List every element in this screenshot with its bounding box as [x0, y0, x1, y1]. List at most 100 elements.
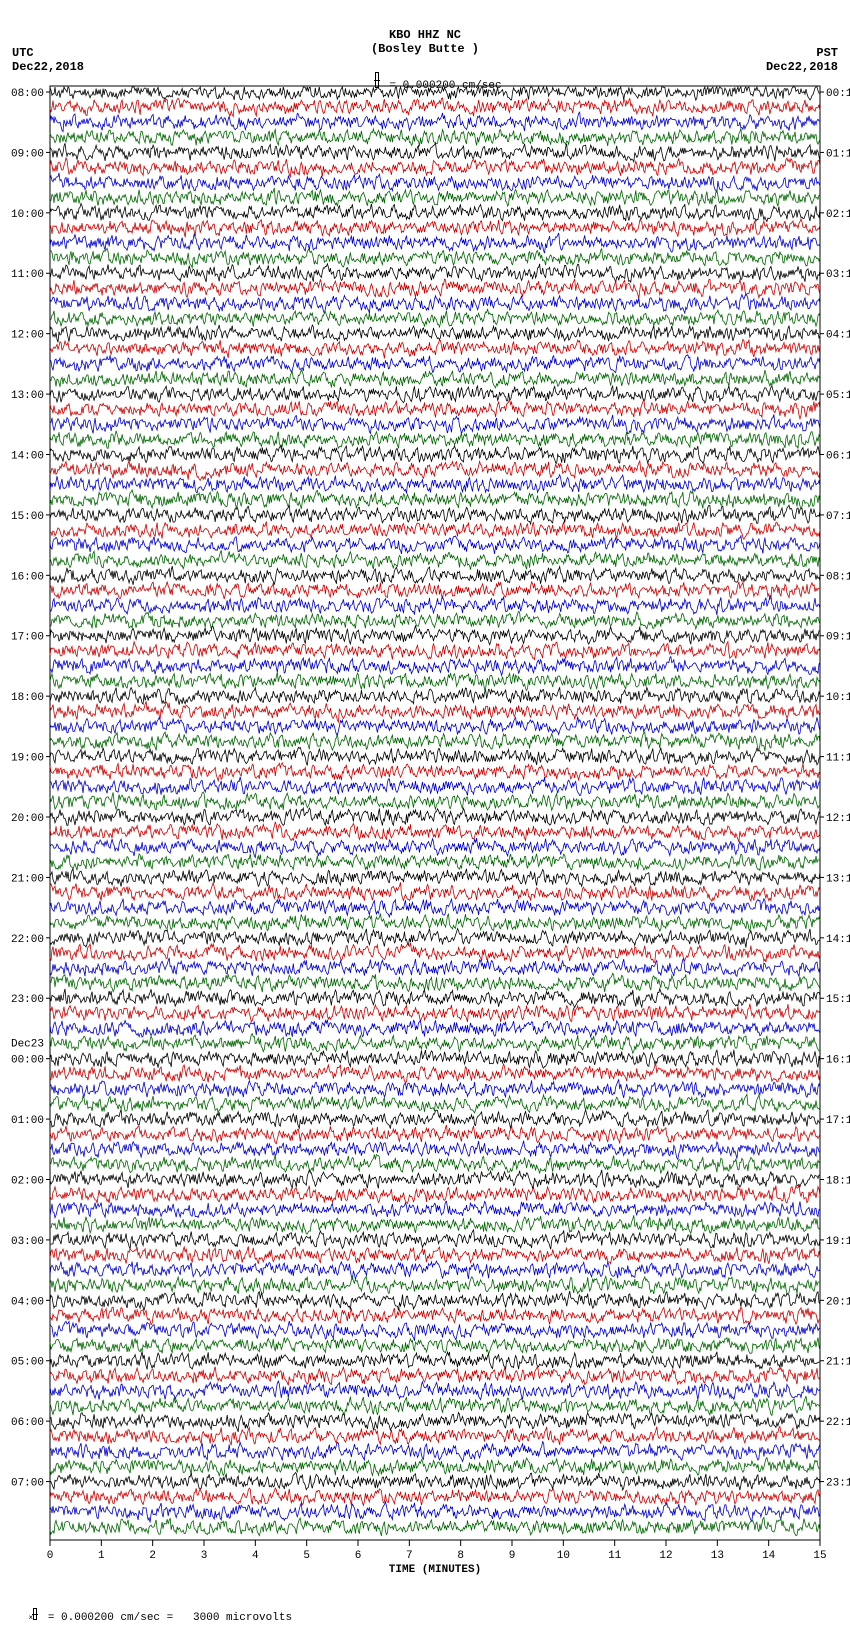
- right-time-label: 06:15: [826, 450, 850, 462]
- trace-line: [50, 1141, 820, 1160]
- trace-line: [50, 1473, 820, 1491]
- scale-bar-icon: [33, 1608, 37, 1620]
- right-time-label: 21:15: [826, 1357, 850, 1369]
- trace-line: [50, 264, 820, 282]
- x-tick-label: 3: [201, 1550, 208, 1562]
- right-time-label: 08:15: [826, 571, 850, 583]
- trace-line: [50, 1366, 820, 1386]
- right-time-label: 15:15: [826, 994, 850, 1006]
- trace-line: [50, 822, 820, 842]
- trace-line: [50, 1185, 820, 1203]
- right-time-label: 12:15: [826, 813, 850, 825]
- trace-line: [50, 143, 820, 162]
- trace-line: [50, 595, 820, 615]
- trace-line: [50, 1337, 820, 1354]
- left-time-label: 12:00: [11, 330, 44, 342]
- trace-line: [50, 536, 820, 554]
- trace-line: [50, 1109, 820, 1128]
- x-tick-label: 12: [659, 1550, 672, 1562]
- trace-line: [50, 279, 820, 298]
- trace-line: [50, 1155, 820, 1174]
- trace-line: [50, 657, 820, 676]
- left-time-label: 04:00: [11, 1296, 44, 1308]
- trace-line: [50, 1307, 820, 1325]
- trace-line: [50, 550, 820, 569]
- right-time-label: 09:15: [826, 632, 850, 644]
- trace-line: [50, 1321, 820, 1341]
- left-time-label: 18:00: [11, 692, 44, 704]
- x-tick-label: 6: [355, 1550, 362, 1562]
- right-time-label: 22:15: [826, 1417, 850, 1429]
- right-time-label: 05:15: [826, 390, 850, 402]
- trace-line: [50, 899, 820, 917]
- left-time-label: 15:00: [11, 511, 44, 523]
- x-tick-label: 2: [149, 1550, 156, 1562]
- right-time-label: 13:15: [826, 873, 850, 885]
- x-tick-label: 9: [509, 1550, 516, 1562]
- trace-line: [50, 233, 820, 253]
- trace-line: [50, 325, 820, 342]
- x-tick-label: 0: [47, 1550, 54, 1562]
- right-time-label: 23:15: [826, 1478, 850, 1490]
- left-time-label: 23:00: [11, 994, 44, 1006]
- trace-line: [50, 1125, 820, 1144]
- trace-line: [50, 490, 820, 509]
- trace-line: [50, 1215, 820, 1234]
- right-time-label: 17:15: [826, 1115, 850, 1127]
- trace-line: [50, 248, 820, 267]
- trace-line: [50, 98, 820, 117]
- x-axis-title: TIME (MINUTES): [389, 1564, 481, 1576]
- trace-line: [50, 747, 820, 765]
- trace-line: [50, 1020, 820, 1037]
- trace-line: [50, 1004, 820, 1022]
- left-time-label: 03:00: [11, 1236, 44, 1248]
- left-time-label: 20:00: [11, 813, 44, 825]
- trace-line: [50, 445, 820, 463]
- trace-line: [50, 838, 820, 857]
- trace-line: [50, 582, 820, 600]
- right-time-label: 18:15: [826, 1175, 850, 1187]
- trace-line: [50, 1413, 820, 1432]
- trace-line: [50, 1502, 820, 1523]
- x-tick-label: 10: [557, 1550, 570, 1562]
- right-time-label: 02:15: [826, 209, 850, 221]
- trace-line: [50, 1381, 820, 1400]
- trace-line: [50, 929, 820, 948]
- right-time-label: 03:15: [826, 269, 850, 281]
- x-tick-label: 1: [98, 1550, 105, 1562]
- trace-line: [50, 475, 820, 494]
- left-time-label: 17:00: [11, 632, 44, 644]
- trace-line: [50, 611, 820, 628]
- trace-line: [50, 461, 820, 481]
- trace-line: [50, 1458, 820, 1476]
- trace-line: [50, 370, 820, 388]
- x-tick-label: 7: [406, 1550, 413, 1562]
- trace-line: [50, 1050, 820, 1068]
- trace-line: [50, 792, 820, 810]
- x-tick-label: 8: [457, 1550, 464, 1562]
- right-time-label: 16:15: [826, 1055, 850, 1067]
- left-time-label: 14:00: [11, 450, 44, 462]
- right-time-label: 07:15: [826, 511, 850, 523]
- seismogram-plot: 08:0009:0010:0011:0012:0013:0014:0015:00…: [0, 0, 850, 1613]
- trace-line: [50, 188, 820, 207]
- trace-line: [50, 112, 820, 132]
- trace-line: [50, 1064, 820, 1082]
- trace-line: [50, 1261, 820, 1280]
- trace-line: [50, 355, 820, 373]
- left-time-label: 11:00: [11, 269, 44, 281]
- trace-line: [50, 1351, 820, 1369]
- trace-line: [50, 158, 820, 178]
- trace-line: [50, 642, 820, 660]
- trace-line: [50, 1034, 820, 1054]
- trace-line: [50, 431, 820, 449]
- trace-line: [50, 1427, 820, 1446]
- trace-line: [50, 687, 820, 704]
- trace-line: [50, 701, 820, 722]
- trace-line: [50, 294, 820, 313]
- footer-scale: × = 0.000200 cm/sec = 3000 microvolts: [2, 1596, 292, 1636]
- trace-line: [50, 1246, 820, 1263]
- x-tick-label: 11: [608, 1550, 622, 1562]
- trace-line: [50, 1230, 820, 1249]
- right-time-label: 14:15: [826, 934, 850, 946]
